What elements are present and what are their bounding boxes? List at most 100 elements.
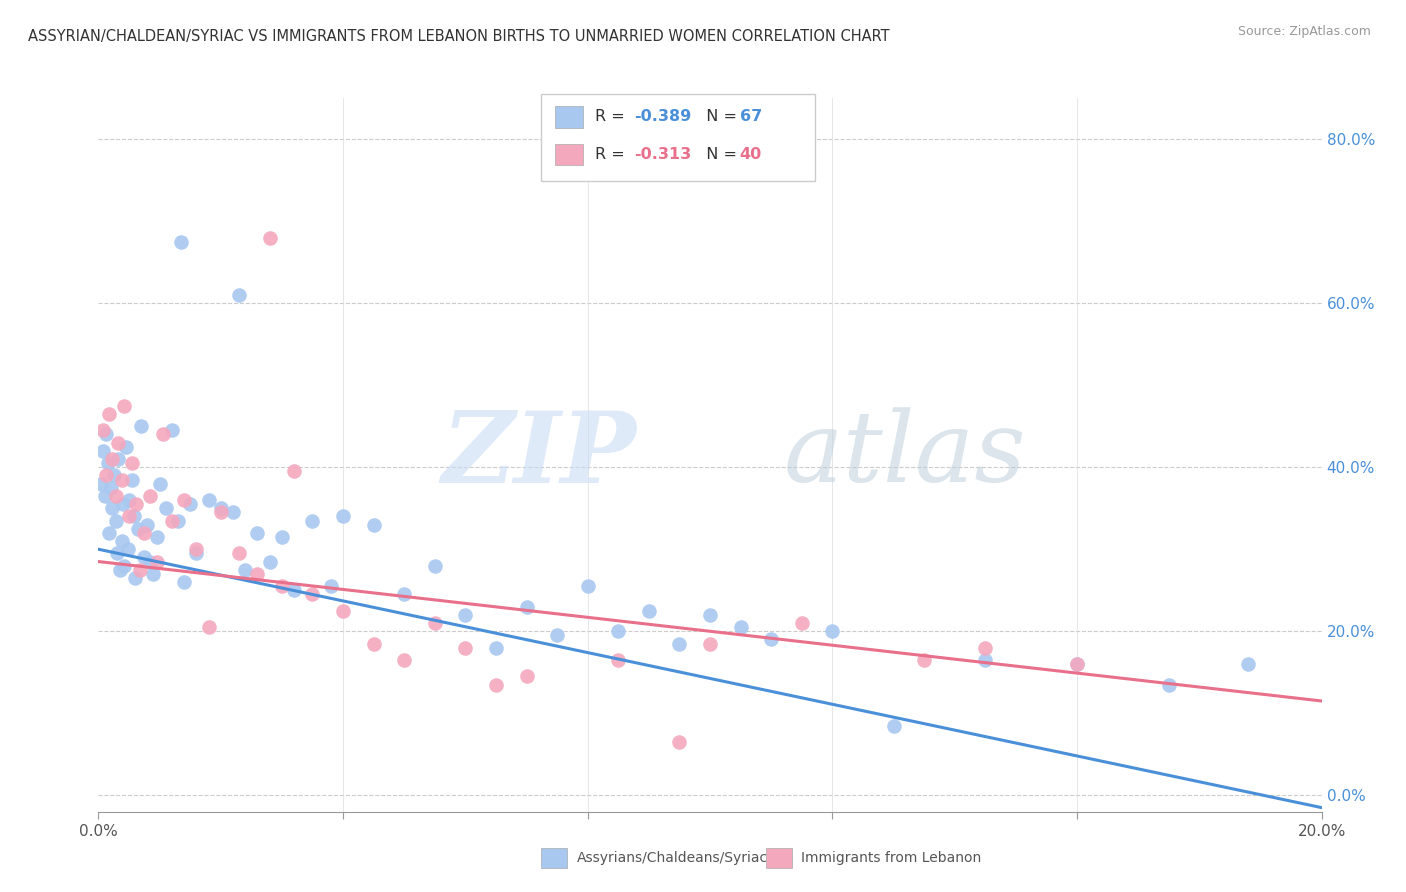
Point: [136, 517, 159, 532]
Point: [233, 563, 256, 577]
Point: [1157, 677, 1180, 691]
Point: [145, 530, 167, 544]
Text: Assyrians/Chaldeans/Syriacs: Assyrians/Chaldeans/Syriacs: [576, 851, 775, 865]
Point: [912, 653, 935, 667]
Point: [222, 505, 245, 519]
Point: [101, 452, 124, 467]
Point: [91, 423, 114, 437]
Point: [173, 493, 195, 508]
Point: [97, 456, 120, 470]
Point: [730, 620, 752, 634]
Point: [246, 566, 269, 581]
Point: [104, 514, 127, 528]
Point: [90, 476, 112, 491]
Point: [1066, 657, 1088, 671]
Point: [270, 579, 294, 593]
Point: [170, 235, 193, 249]
Point: [259, 230, 281, 244]
Point: [699, 636, 721, 650]
Point: [454, 607, 477, 622]
Point: [160, 423, 183, 437]
Point: [332, 604, 354, 618]
Point: [197, 620, 219, 634]
Point: [699, 607, 721, 622]
Point: [516, 669, 538, 683]
Point: [107, 435, 129, 450]
Point: [104, 489, 127, 503]
Point: [149, 476, 172, 491]
Text: Source: ZipAtlas.com: Source: ZipAtlas.com: [1237, 25, 1371, 38]
Point: [1237, 657, 1260, 671]
Text: N =: N =: [696, 110, 742, 124]
Point: [121, 456, 143, 470]
Point: [228, 546, 250, 560]
Point: [363, 636, 385, 650]
Point: [124, 571, 146, 585]
Point: [607, 624, 630, 639]
Point: [974, 640, 997, 655]
Point: [115, 440, 138, 454]
Point: [259, 555, 281, 569]
Point: [94, 468, 117, 483]
Point: [301, 587, 323, 601]
Point: [301, 514, 323, 528]
Point: [363, 517, 385, 532]
Point: [173, 575, 195, 590]
Point: [118, 509, 141, 524]
Point: [332, 509, 354, 524]
Point: [668, 735, 690, 749]
Point: [107, 452, 129, 467]
Point: [392, 587, 416, 601]
Point: [103, 468, 125, 483]
Text: Immigrants from Lebanon: Immigrants from Lebanon: [801, 851, 981, 865]
Text: 67: 67: [740, 110, 762, 124]
Point: [101, 501, 124, 516]
Point: [270, 530, 294, 544]
Point: [111, 497, 134, 511]
Point: [607, 653, 630, 667]
Text: atlas: atlas: [783, 408, 1026, 502]
Point: [228, 288, 250, 302]
Point: [91, 443, 114, 458]
Text: -0.389: -0.389: [634, 110, 692, 124]
Point: [638, 604, 661, 618]
Point: [423, 558, 446, 573]
Text: N =: N =: [696, 147, 742, 161]
Point: [111, 534, 134, 549]
Point: [98, 525, 121, 540]
Point: [186, 546, 208, 560]
Point: [121, 473, 143, 487]
Text: -0.313: -0.313: [634, 147, 692, 161]
Point: [485, 640, 508, 655]
Point: [118, 493, 141, 508]
Point: [790, 616, 813, 631]
Point: [129, 563, 152, 577]
Text: ASSYRIAN/CHALDEAN/SYRIAC VS IMMIGRANTS FROM LEBANON BIRTHS TO UNMARRIED WOMEN CO: ASSYRIAN/CHALDEAN/SYRIAC VS IMMIGRANTS F…: [28, 29, 890, 44]
Point: [209, 501, 232, 516]
Point: [546, 628, 568, 642]
Point: [152, 427, 174, 442]
Point: [246, 525, 269, 540]
Point: [112, 558, 135, 573]
Point: [111, 473, 134, 487]
Point: [134, 550, 156, 565]
Point: [668, 636, 690, 650]
Point: [108, 563, 131, 577]
Point: [93, 489, 115, 503]
Point: [454, 640, 477, 655]
Point: [821, 624, 844, 639]
Text: R =: R =: [595, 110, 630, 124]
Point: [283, 464, 305, 478]
Point: [117, 542, 139, 557]
Point: [142, 566, 165, 581]
Point: [576, 579, 599, 593]
Point: [134, 525, 156, 540]
Point: [167, 514, 190, 528]
Point: [127, 522, 149, 536]
Point: [423, 616, 446, 631]
Point: [179, 497, 201, 511]
Point: [485, 677, 508, 691]
Point: [129, 419, 152, 434]
Point: [125, 497, 148, 511]
Point: [139, 555, 162, 569]
